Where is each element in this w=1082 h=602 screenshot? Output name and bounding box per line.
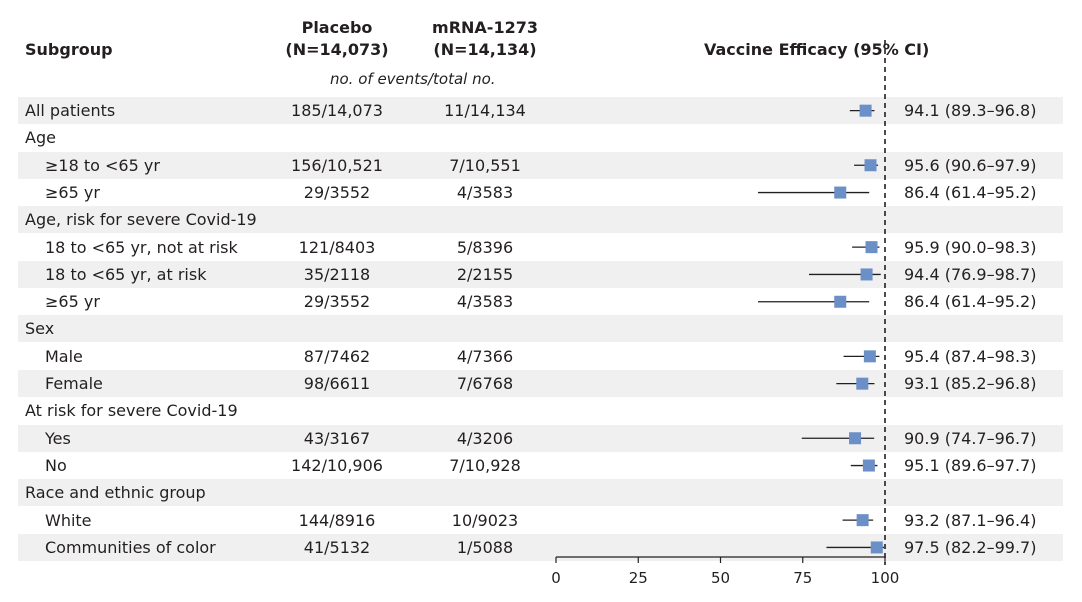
x-tick-label: 100	[871, 569, 900, 587]
placebo-header-line1: Placebo	[301, 18, 373, 37]
row-band	[18, 315, 1063, 343]
mrna-events: 4/3583	[456, 182, 514, 202]
placebo-events: 87/7462	[303, 346, 371, 366]
mrna-header-line1: mRNA-1273	[432, 18, 538, 37]
efficacy-value: 95.6 (90.6–97.9)	[904, 155, 1037, 175]
subgroup-label: ≥18 to <65 yr	[45, 155, 160, 175]
point-estimate-marker	[865, 241, 878, 254]
point-estimate-marker	[849, 432, 862, 445]
row-band	[18, 370, 1063, 397]
subgroup-label: ≥65 yr	[45, 182, 100, 202]
mrna-events: 4/3206	[456, 428, 514, 448]
mrna-events: 1/5088	[456, 537, 514, 557]
subgroup-label: Communities of color	[45, 537, 216, 557]
mrna-events: 2/2155	[456, 264, 514, 284]
point-estimate-marker	[860, 268, 873, 281]
placebo-events: 35/2118	[303, 264, 371, 284]
x-tick-label: 0	[551, 569, 561, 587]
placebo-events: 144/8916	[298, 510, 376, 530]
subgroup-label: Female	[45, 374, 103, 393]
placebo-events: 156/10,521	[291, 155, 383, 175]
efficacy-value: 86.4 (61.4–95.2)	[904, 292, 1037, 312]
subgroup-header: Subgroup	[25, 40, 113, 59]
point-estimate-marker	[859, 104, 872, 117]
mrna-events: 7/10,928	[449, 455, 521, 475]
efficacy-value: 95.1 (89.6–97.7)	[904, 455, 1037, 475]
row-band	[18, 151, 1063, 179]
efficacy-header: Vaccine Efficacy (95% CI)	[704, 40, 930, 59]
efficacy-value: 86.4 (61.4–95.2)	[904, 182, 1037, 202]
events-note: no. of events/total no.	[330, 70, 496, 88]
point-estimate-marker	[863, 350, 876, 363]
placebo-events: 121/8403	[298, 237, 376, 257]
placebo-events: 41/5132	[303, 537, 371, 557]
subgroup-label: White	[45, 510, 92, 530]
subgroup-label: Male	[45, 346, 83, 366]
point-estimate-marker	[864, 159, 877, 172]
row-band	[18, 260, 1063, 288]
row-band	[18, 479, 1063, 507]
placebo-events: 29/3552	[303, 292, 371, 312]
x-tick-label: 50	[711, 569, 730, 587]
row-band	[18, 97, 1063, 124]
point-estimate-marker	[834, 295, 847, 308]
subgroup-label: Yes	[45, 428, 71, 448]
placebo-events: 98/6611	[303, 374, 371, 393]
efficacy-value: 95.9 (90.0–98.3)	[904, 237, 1037, 257]
subgroup-label: 18 to <65 yr, not at risk	[45, 237, 238, 257]
placebo-events: 43/3167	[303, 428, 371, 448]
subgroup-label: 18 to <65 yr, at risk	[45, 264, 207, 284]
subgroup-heading: Race and ethnic group	[25, 483, 206, 503]
efficacy-value: 93.2 (87.1–96.4)	[904, 510, 1037, 530]
subgroup-heading: Sex	[25, 319, 55, 339]
efficacy-value: 90.9 (74.7–96.7)	[904, 428, 1037, 448]
mrna-events: 4/3583	[456, 292, 514, 312]
mrna-events: 11/14,134	[444, 101, 526, 120]
mrna-events: 4/7366	[456, 346, 514, 366]
efficacy-value: 93.1 (85.2–96.8)	[904, 374, 1037, 393]
mrna-events: 7/6768	[456, 374, 514, 393]
x-tick-label: 75	[793, 569, 812, 587]
placebo-header-line2: (N=14,073)	[285, 40, 389, 59]
row-band	[18, 424, 1063, 452]
point-estimate-marker	[856, 377, 869, 390]
subgroup-label: No	[45, 455, 67, 475]
efficacy-value: 95.4 (87.4–98.3)	[904, 346, 1037, 366]
point-estimate-marker	[870, 541, 883, 554]
placebo-events: 29/3552	[303, 182, 371, 202]
point-estimate-marker	[856, 514, 869, 527]
mrna-events: 5/8396	[456, 237, 514, 257]
efficacy-value: 97.5 (82.2–99.7)	[904, 537, 1037, 557]
placebo-header: Placebo (N=14,073)	[262, 17, 412, 61]
mrna-header: mRNA-1273 (N=14,134)	[410, 17, 560, 61]
subgroup-heading: Age, risk for severe Covid-19	[25, 210, 257, 230]
subgroup-label: ≥65 yr	[45, 292, 100, 312]
efficacy-value: 94.4 (76.9–98.7)	[904, 264, 1037, 284]
subgroup-label: All patients	[25, 101, 116, 120]
mrna-events: 10/9023	[451, 510, 519, 530]
placebo-events: 142/10,906	[291, 455, 383, 475]
row-band	[18, 206, 1063, 234]
mrna-header-line2: (N=14,134)	[433, 40, 537, 59]
point-estimate-marker	[862, 459, 875, 472]
mrna-events: 7/10,551	[449, 155, 521, 175]
subgroup-heading: At risk for severe Covid-19	[25, 401, 238, 421]
row-band	[18, 533, 1063, 561]
point-estimate-marker	[834, 186, 847, 199]
efficacy-value: 94.1 (89.3–96.8)	[904, 101, 1037, 120]
placebo-events: 185/14,073	[291, 101, 383, 120]
subgroup-heading: Age	[25, 128, 56, 148]
x-tick-label: 25	[629, 569, 648, 587]
